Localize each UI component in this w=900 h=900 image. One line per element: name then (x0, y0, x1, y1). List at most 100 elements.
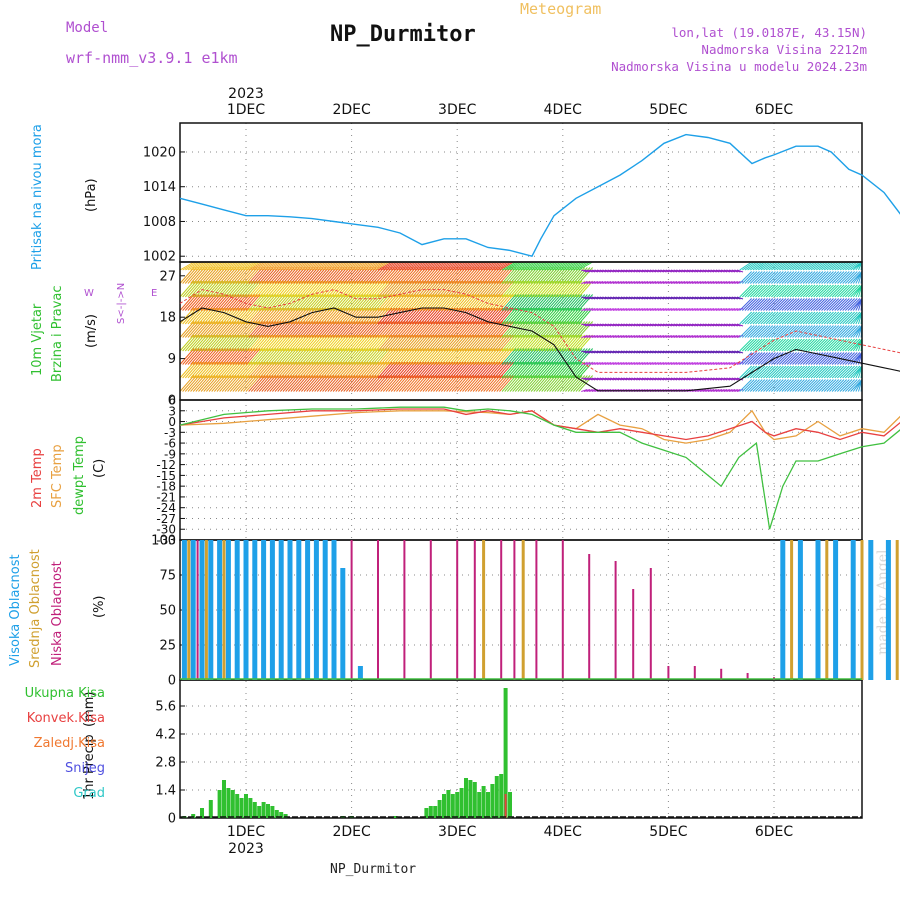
wind-barb (393, 261, 409, 271)
wind-barb (834, 261, 847, 271)
wind-barb (448, 280, 464, 298)
wind-barb (248, 307, 264, 325)
wind-barb (419, 361, 435, 379)
wind-barb (382, 375, 398, 392)
wind-barb (301, 361, 316, 379)
wind-barb (441, 261, 456, 271)
wind-barb (438, 261, 453, 271)
wind-barb (702, 269, 709, 273)
low-cloud-bar (535, 540, 538, 680)
wind-barb (285, 348, 300, 365)
wind-barb (715, 377, 723, 381)
wind-barb (586, 323, 593, 327)
wind-barb (425, 321, 440, 338)
wind-barb (636, 362, 643, 365)
wind-barb (448, 267, 464, 284)
wind-barb (393, 321, 409, 338)
wind-barb (345, 267, 361, 284)
wind-barb (454, 267, 469, 284)
wind-barb (303, 375, 319, 392)
wind-barb (551, 307, 567, 325)
wind-barb (338, 261, 353, 271)
wind-barb (282, 321, 298, 338)
wind-barb (578, 280, 594, 298)
wind-barb (834, 298, 848, 311)
wind-barb (834, 284, 848, 298)
wind-barb (755, 379, 768, 392)
wind-barb (757, 271, 771, 284)
wind-barb (589, 269, 596, 273)
wind-barb (726, 377, 733, 381)
wind-barb (668, 308, 675, 311)
precip-conv-bar (504, 794, 507, 818)
wind-barb (456, 261, 472, 271)
wind-barb (781, 298, 795, 311)
wind-barb (839, 284, 853, 298)
wind-barb (572, 334, 588, 352)
wind-barb (771, 298, 784, 311)
wind-barb (641, 296, 649, 300)
wind-tick-label: 18 (159, 311, 176, 326)
wind-barb (567, 321, 583, 338)
wind-barb (324, 375, 340, 392)
wind-barb (734, 296, 741, 300)
wind-barb (570, 280, 586, 298)
day-label-top: 6DEC (755, 102, 794, 118)
wind-barb (385, 294, 401, 311)
wind-barb (514, 294, 530, 311)
wind-barb (224, 361, 240, 379)
wind-barb (699, 389, 707, 392)
wind-barb (541, 348, 557, 365)
wind-barb (509, 348, 525, 365)
wind-barb (301, 375, 316, 392)
wind-barb (454, 294, 469, 311)
wind-barb (618, 350, 625, 354)
wind-barb (647, 281, 654, 284)
wind-barb (311, 334, 327, 352)
wind-barb (802, 298, 816, 311)
wind-barb (213, 307, 229, 325)
wind-barb (470, 267, 485, 284)
wind-barb (517, 348, 533, 365)
wind-barb (440, 267, 456, 284)
wind-barb (190, 261, 205, 271)
wind-barb (689, 350, 696, 354)
wind-barb (631, 296, 638, 300)
wind-barb (538, 348, 554, 365)
wind-barb (583, 281, 591, 284)
wind-barb (805, 338, 819, 352)
wind-barb (533, 280, 549, 298)
day-label-bottom: 5DEC (649, 824, 688, 840)
wind-barb (242, 294, 258, 311)
wind-barb (195, 261, 211, 271)
wind-barb (839, 325, 853, 338)
wind-barb (586, 335, 593, 338)
wind-barb (485, 307, 501, 325)
wind-barb (430, 307, 446, 325)
wind-barb (520, 267, 535, 284)
wind-barb (741, 325, 755, 338)
wind-barb (285, 375, 300, 392)
wind-barb (235, 334, 250, 352)
wind-barb (419, 321, 435, 338)
wind-barb (673, 323, 680, 327)
wind-barb (786, 284, 800, 298)
wind-barb (572, 280, 588, 298)
wind-barb (778, 365, 792, 379)
wind-barb (615, 281, 622, 284)
wind-barb (248, 267, 264, 284)
wind-barb (491, 307, 506, 325)
wind-barb (388, 348, 403, 365)
wind-barb (324, 261, 340, 271)
wind-barb (422, 321, 438, 338)
wind-barb (525, 280, 541, 298)
wind-barb (279, 375, 295, 392)
wind-barb (388, 267, 403, 284)
wind-barb (699, 269, 707, 273)
wind-barb (649, 296, 657, 300)
wind-barb (604, 296, 612, 300)
wind-barb (607, 269, 614, 273)
wind-barb (541, 261, 556, 271)
wind-barb (198, 294, 213, 311)
wind-barb (596, 323, 604, 327)
